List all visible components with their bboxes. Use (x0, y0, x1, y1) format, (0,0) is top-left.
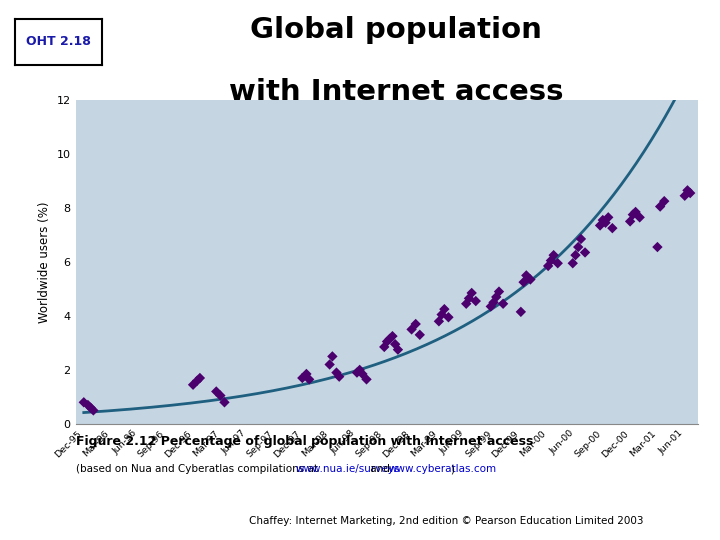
Y-axis label: Worldwide users (%): Worldwide users (%) (38, 201, 51, 322)
Point (187, 380, 199, 389)
Text: Chaffey: Internet Marketing, 2nd edition © Pearson Education Limited 2003: Chaffey: Internet Marketing, 2nd edition… (249, 516, 644, 526)
Text: Figure 2.12 Percentage of global population with Internet access: Figure 2.12 Percentage of global populat… (76, 435, 533, 448)
Point (627, 210, 639, 219)
Point (406, 325, 418, 334)
Text: OHT 2.18: OHT 2.18 (26, 35, 91, 49)
Text: and: and (367, 464, 393, 475)
Point (194, 374, 206, 382)
Point (215, 391, 226, 400)
Point (652, 243, 663, 252)
Point (327, 352, 338, 361)
Text: Global population: Global population (250, 16, 542, 44)
Point (487, 298, 499, 307)
Point (303, 375, 315, 383)
Point (493, 287, 505, 296)
Point (324, 360, 336, 369)
Point (490, 293, 502, 301)
Point (572, 243, 584, 252)
Point (630, 208, 642, 217)
Point (545, 256, 557, 265)
Point (387, 332, 398, 341)
Text: www.cyberatlas.com: www.cyberatlas.com (389, 464, 497, 475)
Point (333, 373, 345, 381)
Point (552, 259, 564, 267)
Point (379, 342, 390, 351)
Point (548, 251, 559, 259)
Point (570, 251, 581, 259)
Point (485, 302, 497, 311)
Point (594, 221, 606, 230)
Point (600, 218, 611, 227)
Point (443, 313, 454, 321)
Point (461, 299, 472, 308)
Point (297, 374, 308, 382)
Point (679, 191, 690, 200)
Point (85, 403, 96, 412)
Point (414, 330, 426, 339)
Text: www.nua.ie/surveys: www.nua.ie/surveys (295, 464, 400, 475)
Point (463, 294, 474, 302)
Point (470, 297, 482, 306)
Point (466, 288, 477, 297)
Point (654, 202, 666, 211)
Point (685, 188, 696, 197)
Point (498, 299, 509, 308)
Text: ): ) (450, 464, 454, 475)
Point (606, 224, 618, 232)
Point (624, 217, 636, 226)
Point (525, 275, 536, 284)
Point (580, 248, 591, 257)
Point (542, 262, 554, 271)
Point (390, 340, 401, 349)
Text: (based on Nua and Cyberatlas compilations at: (based on Nua and Cyberatlas compilation… (76, 464, 321, 475)
Point (682, 186, 693, 195)
Point (88, 406, 99, 415)
Point (521, 271, 532, 280)
Point (392, 346, 404, 354)
Point (597, 215, 608, 225)
Point (219, 398, 230, 407)
Point (634, 213, 645, 221)
Point (436, 310, 447, 319)
Point (356, 369, 368, 378)
Point (384, 334, 395, 343)
Text: with Internet access: with Internet access (229, 78, 563, 106)
Point (438, 305, 450, 313)
Point (575, 235, 587, 244)
Point (361, 375, 372, 383)
Point (433, 317, 445, 326)
Point (192, 376, 203, 385)
Point (354, 366, 366, 374)
Point (78, 398, 89, 407)
Point (518, 278, 529, 286)
Point (567, 259, 578, 267)
Point (330, 368, 342, 377)
Point (410, 320, 421, 328)
Point (515, 307, 526, 316)
Point (301, 369, 312, 378)
Point (210, 387, 222, 396)
Point (351, 368, 363, 377)
Point (659, 197, 670, 205)
Point (603, 213, 614, 221)
Point (82, 401, 94, 409)
Point (381, 337, 392, 346)
